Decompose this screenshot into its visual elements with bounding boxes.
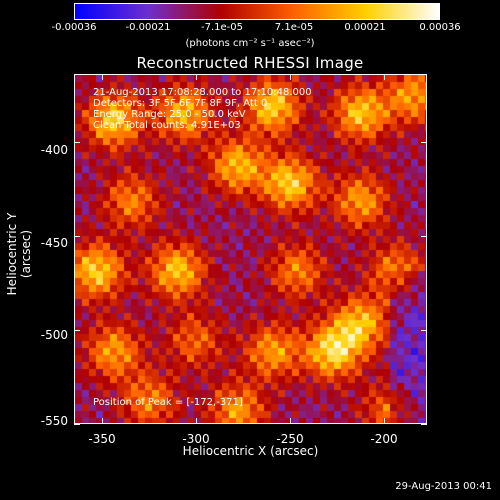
colorbar-tick-label: -7.1e-05 — [201, 22, 243, 33]
x-tick-mark — [196, 418, 198, 424]
chart-title: Reconstructed RHESSI Image — [136, 54, 364, 72]
colorbar — [74, 3, 440, 20]
y-tick-mark — [74, 329, 80, 331]
y-tick-mark — [421, 424, 427, 425]
x-tick-label: -350 — [88, 432, 116, 446]
x-tick-mark — [289, 418, 291, 424]
colorbar-tick-label: 0.00021 — [344, 22, 386, 33]
energy-range-annotation: Energy Range: 25.0 - 50.0 keV — [93, 109, 246, 120]
x-tick-mark — [102, 418, 104, 424]
y-axis-label: Heliocentric Y (arcsec) — [5, 212, 33, 296]
counts-annotation: Clean Total counts: 4.91E+03 — [93, 120, 241, 131]
colorbar-tick-label: 0.00036 — [419, 22, 461, 33]
heatmap-image — [75, 75, 426, 423]
plot-area: 21-Aug-2013 17:08:28.000 to 17:10:48.000… — [74, 74, 427, 424]
y-tick-mark — [74, 235, 80, 237]
colorbar-units: (photons cm⁻² s⁻¹ asec⁻²) — [185, 38, 315, 49]
colorbar-tick-label: 7.1e-05 — [274, 22, 314, 33]
x-tick-label: -200 — [370, 432, 398, 446]
x-tick-mark — [196, 74, 198, 80]
y-tick-label: -450 — [40, 236, 68, 250]
x-tick-mark — [383, 74, 385, 80]
y-tick-mark — [421, 235, 427, 237]
x-axis-label: Heliocentric X (arcsec) — [182, 444, 319, 458]
y-tick-mark — [74, 141, 80, 143]
x-tick-mark — [289, 74, 291, 80]
peak-position-annotation: Position of Peak = [-172,-371] — [93, 397, 243, 408]
y-tick-label: -550 — [40, 414, 68, 428]
y-tick-mark — [421, 329, 427, 331]
timestamp: 29-Aug-2013 00:41 — [395, 481, 492, 492]
colorbar-tick-label: -0.00021 — [125, 22, 171, 33]
y-tick-label: -400 — [40, 143, 68, 157]
detectors-annotation: Detectors: 3F 5F 6F 7F 8F 9F, Att 0 — [93, 98, 268, 109]
colorbar-tick-label: -0.00036 — [51, 22, 97, 33]
x-tick-label: -250 — [276, 432, 304, 446]
time-range-annotation: 21-Aug-2013 17:08:28.000 to 17:10:48.000 — [93, 87, 312, 98]
x-tick-label: -300 — [182, 432, 210, 446]
x-tick-mark — [383, 418, 385, 424]
y-tick-mark — [74, 424, 80, 425]
x-tick-mark — [102, 74, 104, 80]
y-tick-mark — [421, 141, 427, 143]
y-tick-label: -500 — [40, 328, 68, 342]
